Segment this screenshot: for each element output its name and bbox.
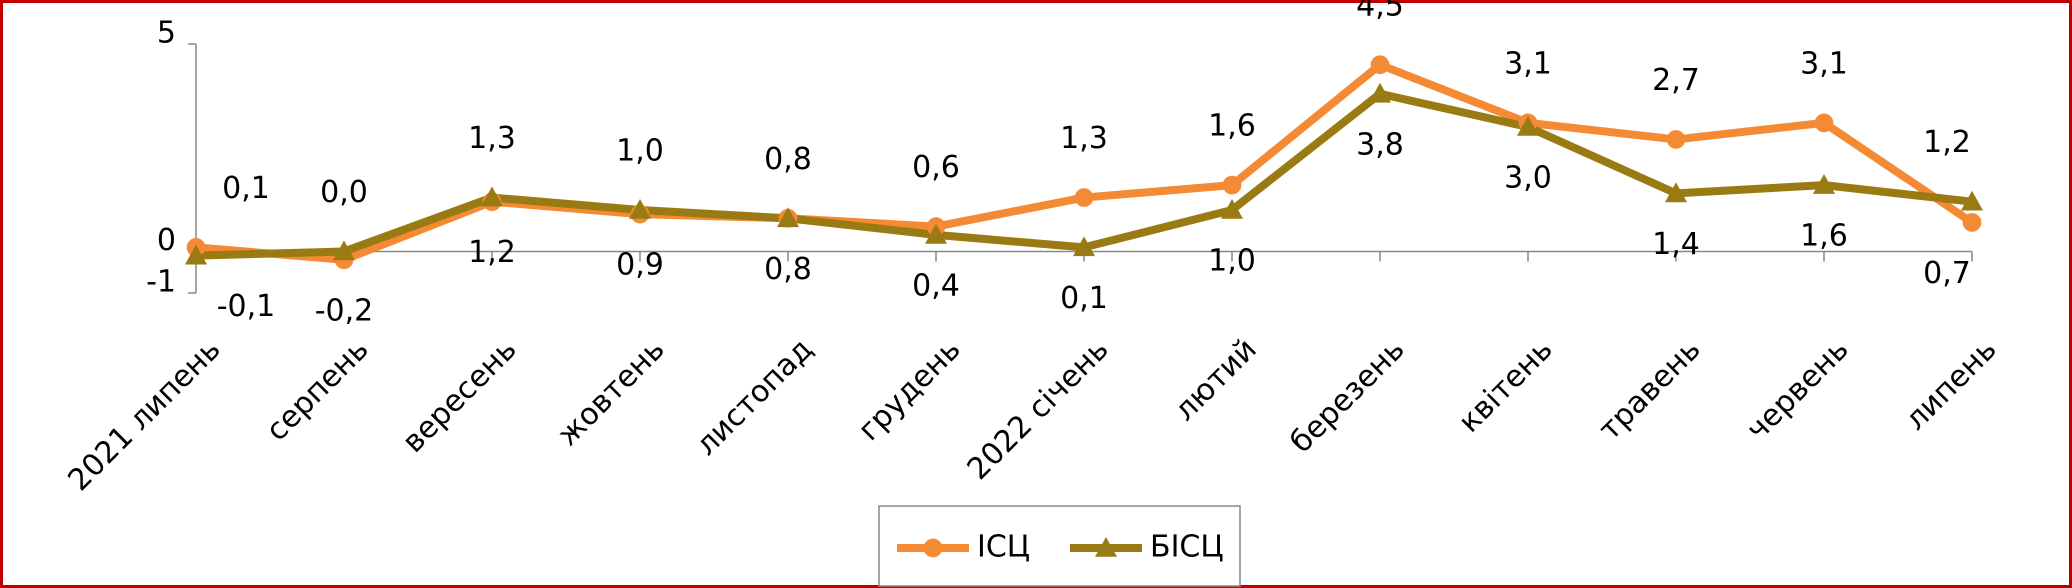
data-point (1665, 182, 1687, 203)
data-label: 4,5 (1356, 0, 1404, 23)
data-label: 1,6 (1208, 109, 1256, 144)
legend-marker (1095, 537, 1117, 557)
data-point (1961, 190, 1983, 211)
data-label: 3,0 (1504, 161, 1552, 196)
data-label: -0,1 (217, 289, 276, 324)
data-label: -0,2 (315, 293, 374, 328)
data-label: 0,8 (764, 252, 812, 287)
data-label: 0,1 (1060, 281, 1108, 316)
y-tick-label: -1 (146, 265, 176, 300)
legend-label: БІСЦ (1150, 530, 1224, 565)
data-point (925, 223, 947, 244)
data-point (333, 240, 355, 261)
data-point (185, 244, 207, 265)
data-label: 1,2 (1923, 125, 1971, 160)
data-point (1814, 113, 1834, 133)
data-label: 2,7 (1652, 63, 1700, 98)
data-label: 0,6 (912, 150, 960, 185)
data-point (629, 199, 651, 219)
data-label: 1,2 (468, 235, 516, 270)
data-point (1221, 199, 1243, 219)
data-point (481, 186, 503, 207)
data-label: 0,1 (222, 171, 270, 206)
y-tick-label: 0 (157, 223, 176, 258)
data-label: 3,8 (1356, 127, 1404, 162)
data-label: 1,0 (1208, 244, 1256, 279)
data-point (1517, 116, 1539, 136)
data-label: 1,3 (1060, 121, 1108, 156)
data-point (777, 207, 799, 228)
data-label: 0,7 (1923, 256, 1971, 291)
data-point (1369, 82, 1391, 103)
data-label: 3,1 (1504, 46, 1552, 81)
data-point (1074, 188, 1094, 207)
data-label: 1,6 (1800, 219, 1848, 254)
y-tick-label: 5 (157, 16, 176, 51)
data-label: 1,3 (468, 121, 516, 156)
data-label: 0,9 (616, 248, 664, 283)
data-label: 3,1 (1800, 46, 1848, 81)
data-label: 1,4 (1652, 227, 1700, 262)
data-point (1962, 213, 1982, 232)
legend-marker (923, 538, 943, 558)
data-point (1222, 175, 1242, 195)
data-point (1813, 174, 1835, 194)
data-label: 0,4 (912, 268, 960, 303)
data-point (1370, 55, 1390, 75)
data-point (1666, 130, 1686, 149)
data-point (1073, 236, 1095, 257)
data-label: 1,0 (616, 134, 664, 169)
data-label: 0,8 (764, 142, 812, 177)
data-label: 0,0 (320, 175, 368, 210)
legend-label: ІСЦ (977, 530, 1030, 565)
